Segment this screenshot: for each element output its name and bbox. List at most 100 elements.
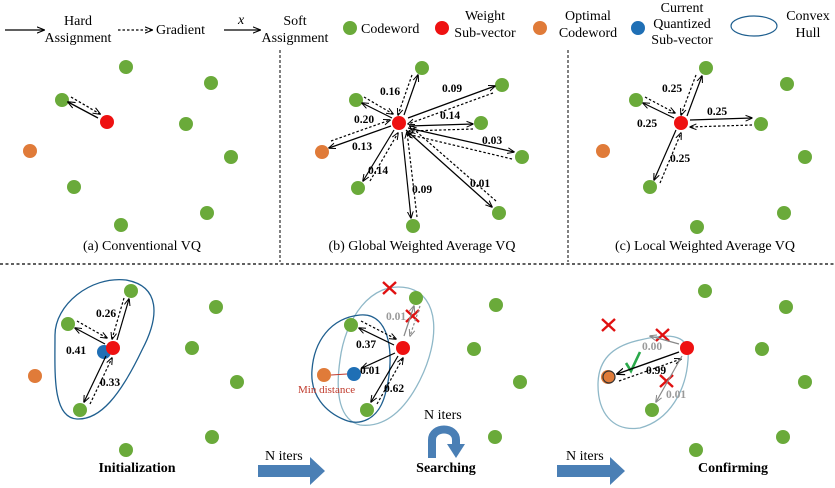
soft-arrow <box>689 118 752 120</box>
gradient-arrow <box>330 120 390 142</box>
weight-label: 0.14 <box>368 165 388 177</box>
soft-arrow <box>116 299 129 341</box>
rejected-cross <box>405 309 420 323</box>
legend-current-label: Current Quantized Sub-vector <box>651 1 713 48</box>
legend: Hard Assignment Gradient x Soft Assignment… <box>5 1 830 48</box>
stage-searching: 0.01 0.37 0.01 0.62 Min distance N iters… <box>298 281 527 476</box>
codeword <box>698 284 712 298</box>
stage-label-searching: Searching <box>416 461 476 476</box>
soft-arrow <box>363 129 395 181</box>
gradient-arrow <box>618 359 681 382</box>
weight-subvector <box>100 115 114 129</box>
codeword <box>351 181 365 195</box>
transition-label-2: N iters <box>566 449 604 464</box>
weight-subvector <box>674 116 688 130</box>
soft-arrow <box>371 355 399 402</box>
legend-weight-label: Weight Sub-vector <box>454 9 516 41</box>
codeword <box>119 60 133 74</box>
codeword <box>360 403 374 417</box>
gradient-arrow <box>690 125 753 127</box>
legend-x-symbol: x <box>237 13 245 28</box>
codeword <box>689 443 703 457</box>
soft-arrow <box>686 76 702 117</box>
panel-b-caption: (b) Global Weighted Average VQ <box>328 239 515 254</box>
panel-global-weighted-vq: 0.16 0.09 0.20 0.14 0.13 0.03 0.14 0.09 … <box>315 61 529 254</box>
codeword <box>224 150 238 164</box>
rejected-cross <box>601 318 616 332</box>
codeword <box>690 220 704 234</box>
stage-confirming: 0.00 0.99 0.01 Confirming <box>597 284 812 476</box>
soft-arrow <box>359 328 395 346</box>
legend-gradient-label: Gradient <box>156 23 205 38</box>
codeword <box>209 300 223 314</box>
codeword <box>230 375 244 389</box>
soft-arrow <box>401 131 411 218</box>
weight-subvector <box>680 341 694 355</box>
panel-a-caption: (a) Conventional VQ <box>83 239 201 254</box>
weight-label: 0.01 <box>470 178 490 190</box>
codeword <box>124 284 138 298</box>
hard-assignment-arrow <box>68 102 99 119</box>
weight-label: 0.14 <box>440 110 460 122</box>
legend-hull-label: Convex Hull <box>786 9 830 41</box>
loop-arrow-icon <box>428 425 465 458</box>
rejected-cross <box>659 374 674 388</box>
stage-label-confirming: Confirming <box>698 461 768 476</box>
weight-label: 0.01 <box>386 311 406 323</box>
weight-label: 0.03 <box>482 135 502 147</box>
weight-label: 0.41 <box>66 345 86 357</box>
optimal-codeword <box>315 145 329 159</box>
gradient-arrow <box>410 126 497 202</box>
optimal-codeword <box>23 144 37 158</box>
weight-label: 0.25 <box>670 153 690 165</box>
codeword <box>780 77 794 91</box>
soft-arrow <box>362 352 396 368</box>
codeword <box>179 117 193 131</box>
optimal-codeword <box>317 368 331 382</box>
legend-optimal-dot <box>533 21 547 35</box>
weight-label: 0.01 <box>666 389 686 401</box>
current-quantized-outline <box>602 370 616 384</box>
weight-label: 0.99 <box>646 365 666 377</box>
codeword <box>114 218 128 232</box>
check-icon <box>624 351 642 374</box>
soft-arrow-gray <box>650 336 680 345</box>
transition-arrow-1: N iters <box>258 449 325 485</box>
weight-label: 0.09 <box>412 184 432 196</box>
weight-subvector <box>396 341 410 355</box>
codeword <box>406 219 420 233</box>
codeword <box>495 78 509 92</box>
weight-label: 0.00 <box>642 341 662 353</box>
gradient-arrow <box>70 96 100 114</box>
codeword <box>645 403 659 417</box>
soft-arrow <box>403 75 418 116</box>
codeword <box>488 430 502 444</box>
codeword <box>61 317 75 331</box>
codeword <box>798 375 812 389</box>
soft-arrow <box>654 129 677 180</box>
stage-initialization: 0.26 0.41 0.33 Initialization <box>28 279 244 476</box>
gradient-arrow <box>407 132 418 218</box>
weight-label: 0.20 <box>354 114 374 126</box>
weight-label: 0.25 <box>707 106 727 118</box>
codeword <box>776 430 790 444</box>
gradient-arrow <box>89 358 112 405</box>
gradient-arrow <box>363 96 393 114</box>
weight-label: 0.25 <box>662 83 682 95</box>
weight-subvector <box>392 116 406 130</box>
optimal-codeword <box>28 369 42 383</box>
weight-label: 0.33 <box>100 377 120 389</box>
codeword <box>185 341 199 355</box>
panel-c-caption: (c) Local Weighted Average VQ <box>615 239 795 254</box>
gradient-arrow <box>408 92 494 124</box>
codeword <box>515 150 529 164</box>
codeword <box>513 375 527 389</box>
legend-hard-assignment: Hard Assignment <box>45 14 112 46</box>
panel-conventional-vq: (a) Conventional VQ <box>23 60 238 254</box>
codeword <box>798 150 812 164</box>
soft-arrow <box>407 127 514 152</box>
legend-codeword-label: Codeword <box>361 22 419 37</box>
codeword <box>344 318 358 332</box>
soft-arrow <box>329 125 392 148</box>
